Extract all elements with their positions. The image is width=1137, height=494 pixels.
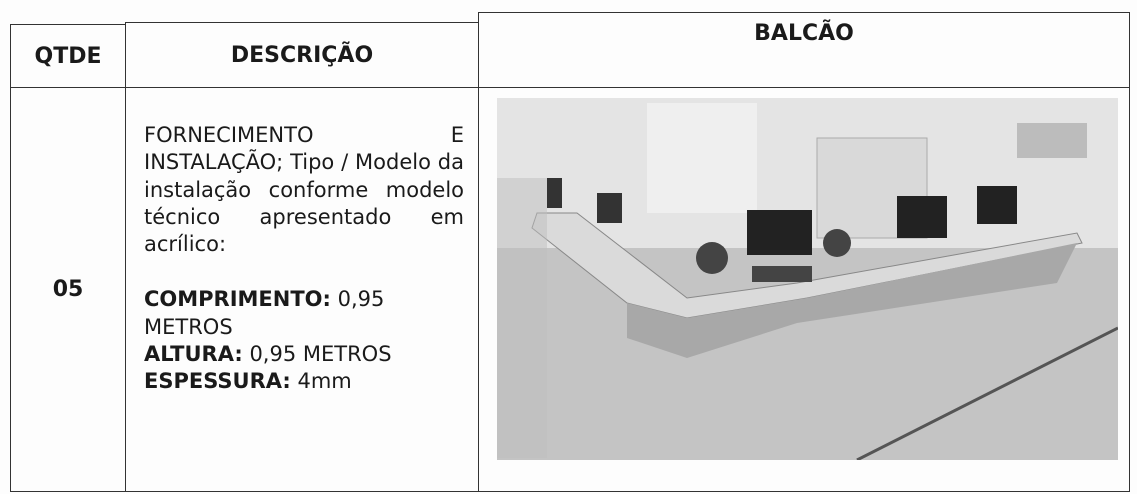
header-balcao: BALCÃO — [478, 12, 1130, 88]
header-descricao: DESCRIÇÃO — [125, 22, 479, 88]
cell-descricao: FORNECIMENTO E INSTALAÇÃO; Tipo / Modelo… — [125, 87, 479, 492]
spec-value: 4mm — [297, 369, 352, 394]
spec-value: 0,95 METROS — [144, 287, 385, 339]
header-text: QTDE — [34, 43, 102, 69]
spec-label: ALTURA: — [144, 342, 243, 367]
description-text: FORNECIMENTO E INSTALAÇÃO; Tipo / Modelo… — [144, 123, 464, 257]
header-text: BALCÃO — [754, 21, 854, 46]
header-qtde: QTDE — [10, 24, 126, 88]
spec-label: COMPRIMENTO: — [144, 287, 331, 312]
spec: ESPESSURA: 4mm — [144, 368, 464, 395]
quantity: 05 — [52, 277, 84, 302]
photo — [497, 98, 1118, 460]
spec: COMPRIMENTO: 0,95 METROS — [144, 286, 464, 341]
spec: ALTURA: 0,95 METROS — [144, 341, 464, 368]
cell-qtde: 05 — [10, 87, 126, 492]
spec-label: ESPESSURA: — [144, 369, 291, 394]
cell-balcao — [478, 87, 1130, 492]
header-text: DESCRIÇÃO — [230, 42, 374, 68]
spec-value: 0,95 METROS — [249, 342, 392, 367]
